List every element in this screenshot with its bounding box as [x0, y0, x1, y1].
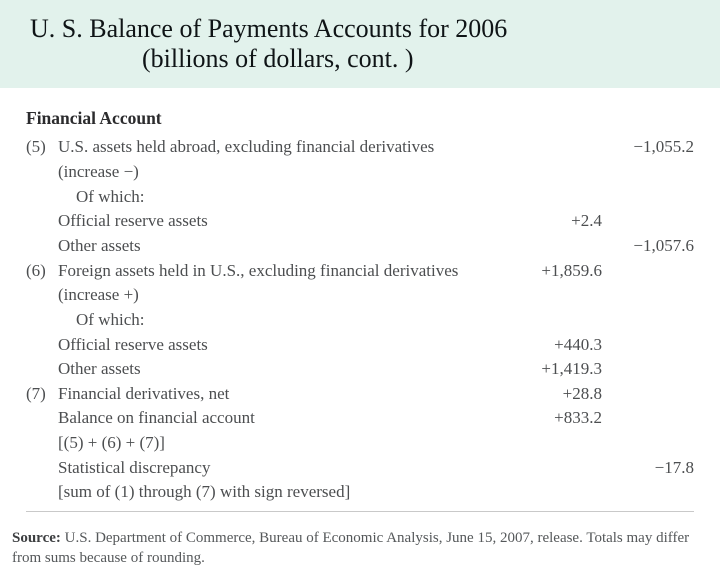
row-label: Other assets — [58, 234, 522, 259]
row-value-col1: +1,419.3 — [522, 357, 608, 382]
row-label: (increase +) — [58, 283, 522, 308]
row-label: Of which: — [58, 185, 522, 210]
content-area: Financial Account (5)U.S. assets held ab… — [0, 88, 720, 524]
row-label: Balance on financial account — [58, 406, 522, 431]
table-row: Of which: — [26, 308, 694, 333]
table-row: Official reserve assets+440.3 — [26, 333, 694, 358]
table-row: Official reserve assets+2.4 — [26, 209, 694, 234]
table-row: (7)Financial derivatives, net+28.8 — [26, 382, 694, 407]
divider-rule — [26, 511, 694, 512]
row-value-col1: +440.3 — [522, 333, 608, 358]
row-value-col2: −1,057.6 — [608, 234, 694, 259]
row-label: Statistical discrepancy — [58, 456, 522, 481]
row-value-col2: −1,055.2 — [608, 135, 694, 160]
section-heading: Financial Account — [26, 106, 694, 131]
table-row: [(5) + (6) + (7)] — [26, 431, 694, 456]
source-note: Source: U.S. Department of Commerce, Bur… — [0, 524, 720, 568]
row-number: (6) — [26, 259, 58, 284]
row-label: Of which: — [58, 308, 522, 333]
table-row: (increase −) — [26, 160, 694, 185]
row-number: (7) — [26, 382, 58, 407]
source-label: Source: — [12, 530, 61, 546]
table-row: Balance on financial account+833.2 — [26, 406, 694, 431]
row-label: Official reserve assets — [58, 333, 522, 358]
row-label: (increase −) — [58, 160, 522, 185]
row-label: Official reserve assets — [58, 209, 522, 234]
row-value-col1: +28.8 — [522, 382, 608, 407]
row-label: Foreign assets held in U.S., excluding f… — [58, 259, 522, 284]
table-row: (5)U.S. assets held abroad, excluding fi… — [26, 135, 694, 160]
row-label: Other assets — [58, 357, 522, 382]
table-row: (6)Foreign assets held in U.S., excludin… — [26, 259, 694, 284]
row-value-col1: +833.2 — [522, 406, 608, 431]
row-value-col1: +2.4 — [522, 209, 608, 234]
table-row: Statistical discrepancy −17.8 — [26, 456, 694, 481]
table-row: Other assets −1,057.6 — [26, 234, 694, 259]
source-text: U.S. Department of Commerce, Bureau of E… — [12, 530, 689, 566]
table-row: [sum of (1) through (7) with sign revers… — [26, 480, 694, 505]
table-row: Of which: — [26, 185, 694, 210]
title-line-1: U. S. Balance of Payments Accounts for 2… — [30, 14, 702, 44]
title-line-2: (billions of dollars, cont. ) — [142, 44, 702, 74]
table-row: Other assets+1,419.3 — [26, 357, 694, 382]
row-label: [(5) + (6) + (7)] — [58, 431, 522, 456]
table-row: (increase +) — [26, 283, 694, 308]
row-value-col1: +1,859.6 — [522, 259, 608, 284]
row-number: (5) — [26, 135, 58, 160]
table-rows: (5)U.S. assets held abroad, excluding fi… — [26, 135, 694, 505]
title-bar: U. S. Balance of Payments Accounts for 2… — [0, 0, 720, 88]
row-label: Financial derivatives, net — [58, 382, 522, 407]
row-value-col2: −17.8 — [608, 456, 694, 481]
row-label: U.S. assets held abroad, excluding finan… — [58, 135, 522, 160]
row-label: [sum of (1) through (7) with sign revers… — [58, 480, 522, 505]
